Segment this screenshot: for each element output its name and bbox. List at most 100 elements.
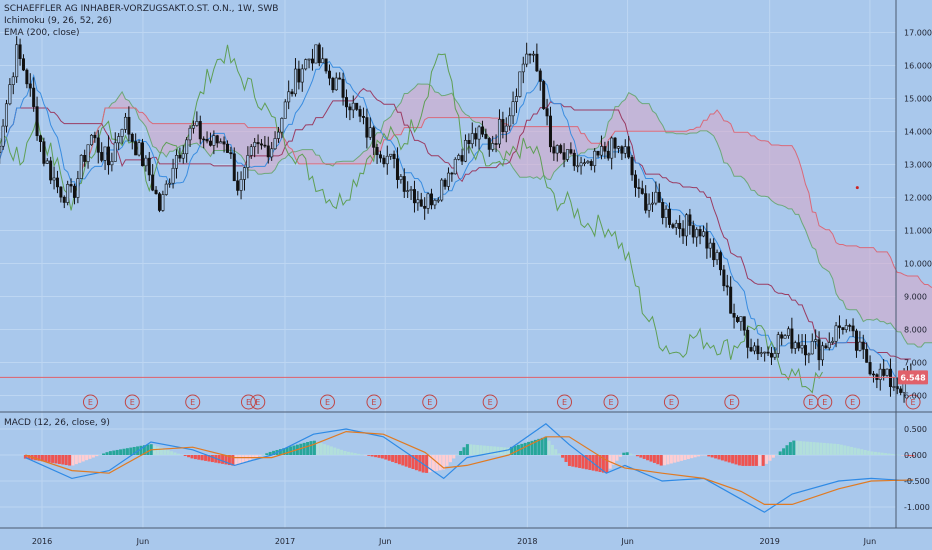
candle-body [565, 149, 569, 160]
candle-body [307, 58, 311, 61]
time-tick-label: Jun [136, 537, 150, 546]
candle-body [637, 187, 641, 189]
macd-histogram-bar [23, 455, 27, 459]
macd-histogram-bar [754, 455, 758, 466]
candle-body [892, 386, 896, 388]
candle-body [674, 222, 678, 228]
candle-body [681, 228, 685, 237]
earnings-marker[interactable] [124, 394, 140, 410]
macd-histogram-bar [95, 455, 99, 457]
macd-histogram-bar [557, 453, 561, 455]
candle-body [406, 190, 410, 192]
earnings-marker[interactable] [250, 394, 266, 410]
candle-body [718, 252, 722, 271]
macd-histogram-bar [91, 455, 95, 458]
earnings-marker-label: E [850, 398, 855, 407]
price-tick-label: 12.000 [904, 194, 932, 203]
candle-body [446, 172, 450, 187]
candle-body [365, 117, 369, 138]
earnings-marker[interactable] [603, 394, 619, 410]
earnings-marker[interactable] [845, 394, 861, 410]
candle-body [841, 327, 845, 330]
candle-body [18, 44, 22, 59]
macd-histogram-bar [57, 455, 61, 464]
candle-body [606, 150, 610, 159]
earnings-marker[interactable] [185, 394, 201, 410]
candle-body [562, 152, 566, 160]
macd-histogram-bar [360, 454, 364, 455]
macd-pane [23, 423, 915, 513]
candle-body [35, 106, 39, 137]
candle-body [548, 115, 552, 148]
macd-histogram-bar [442, 455, 446, 470]
macd-histogram-bar [758, 455, 762, 466]
macd-histogram-bar [904, 455, 908, 456]
candle-body [538, 70, 542, 82]
macd-histogram-bar [506, 447, 510, 455]
macd-histogram-bar [693, 455, 697, 458]
macd-histogram-bar [846, 446, 850, 455]
candle-body [477, 126, 481, 140]
earnings-marker[interactable] [905, 394, 921, 410]
earnings-marker[interactable] [422, 394, 438, 410]
macd-histogram-bar [642, 455, 646, 459]
candle-body [593, 150, 597, 166]
candle-body [83, 154, 87, 162]
candle-body [157, 193, 161, 211]
macd-histogram-bar [329, 446, 333, 455]
macd-histogram-bar [710, 455, 714, 458]
candle-body [416, 199, 420, 204]
macd-histogram-bar [724, 455, 728, 462]
candle-body [287, 91, 291, 103]
candle-body [596, 150, 600, 156]
earnings-marker[interactable] [724, 394, 740, 410]
candle-body [389, 153, 393, 157]
earnings-marker[interactable] [82, 394, 98, 410]
macd-histogram-bar [768, 455, 772, 461]
macd-histogram-bar [761, 455, 765, 466]
candle-body [137, 142, 141, 156]
candle-body [205, 139, 209, 142]
macd-histogram-bar [265, 453, 269, 455]
time-tick-label: 2018 [517, 537, 537, 546]
macd-histogram-bar [720, 455, 724, 461]
candle-body [222, 141, 226, 145]
indicator-ema-label[interactable]: EMA (200, close) [4, 28, 80, 38]
indicator-ichimoku-label[interactable]: Ichimoku (9, 26, 52, 26) [4, 16, 112, 26]
macd-histogram-bar [319, 443, 323, 455]
macd-pane-label[interactable]: MACD (12, 26, close, 9) [4, 418, 110, 428]
candle-body [59, 186, 63, 198]
candle-body [494, 143, 498, 145]
candle-body [361, 116, 365, 118]
macd-histogram-bar [231, 455, 235, 466]
earnings-marker[interactable] [319, 394, 335, 410]
candle-body [514, 96, 518, 102]
candle-body [817, 339, 821, 361]
macd-line [25, 423, 914, 513]
candle-body [640, 188, 644, 194]
candle-body [582, 162, 586, 165]
candle-body [650, 202, 654, 205]
earnings-marker-label: E [371, 398, 376, 407]
price-tick-label: 8.000 [904, 326, 927, 335]
earnings-marker[interactable] [482, 394, 498, 410]
candle-body [52, 177, 56, 181]
macd-histogram-bar [476, 445, 480, 455]
candle-body [324, 58, 328, 72]
candle-body [463, 140, 467, 162]
candle-body [882, 368, 886, 376]
earnings-marker[interactable] [240, 394, 256, 410]
macd-histogram-bar [785, 445, 789, 455]
earnings-marker[interactable] [663, 394, 679, 410]
earnings-marker[interactable] [366, 394, 382, 410]
earnings-marker[interactable] [817, 394, 833, 410]
candle-body [627, 146, 631, 158]
macd-histogram-bar [533, 439, 537, 455]
candle-body [375, 147, 379, 156]
candle-body [766, 351, 770, 354]
candle-body [780, 334, 784, 339]
candle-body [433, 199, 437, 206]
earnings-marker[interactable] [557, 394, 573, 410]
